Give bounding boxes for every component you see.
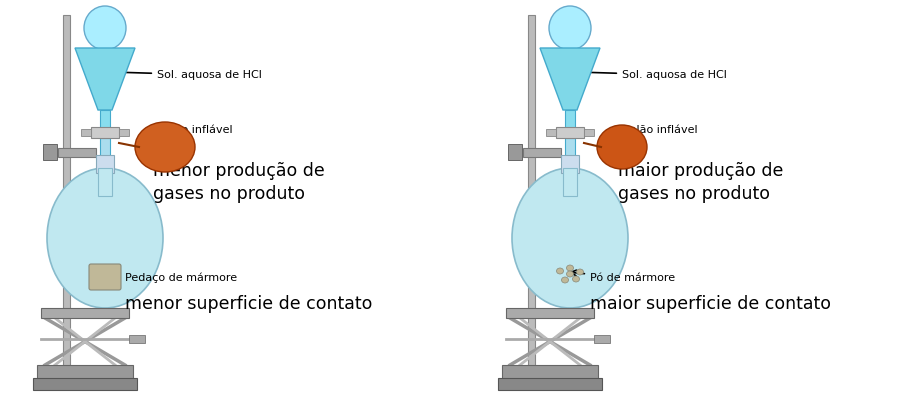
Ellipse shape — [562, 277, 568, 283]
Text: Balão inflável: Balão inflável — [603, 125, 698, 147]
FancyBboxPatch shape — [119, 129, 129, 136]
FancyBboxPatch shape — [129, 335, 145, 343]
FancyBboxPatch shape — [98, 168, 112, 196]
FancyBboxPatch shape — [63, 15, 70, 370]
FancyBboxPatch shape — [100, 110, 110, 132]
Text: menor produção de
gases no produto: menor produção de gases no produto — [153, 162, 325, 203]
FancyBboxPatch shape — [528, 15, 535, 370]
Ellipse shape — [135, 122, 195, 172]
FancyBboxPatch shape — [498, 378, 602, 390]
FancyBboxPatch shape — [502, 365, 598, 379]
FancyBboxPatch shape — [96, 155, 114, 173]
Ellipse shape — [573, 276, 579, 282]
FancyBboxPatch shape — [43, 144, 57, 160]
FancyBboxPatch shape — [33, 378, 137, 390]
FancyBboxPatch shape — [546, 129, 556, 136]
FancyBboxPatch shape — [508, 144, 522, 160]
Text: maior produção de
gases no produto: maior produção de gases no produto — [618, 162, 783, 203]
Text: maior superficie de contato: maior superficie de contato — [590, 295, 831, 313]
Ellipse shape — [566, 265, 574, 271]
Text: Pedaço de mármore: Pedaço de mármore — [106, 273, 237, 283]
FancyBboxPatch shape — [37, 365, 133, 379]
Text: Balão inflável: Balão inflável — [141, 125, 232, 147]
FancyBboxPatch shape — [563, 168, 577, 196]
FancyBboxPatch shape — [584, 129, 594, 136]
Text: Sol. aquosa de HCl: Sol. aquosa de HCl — [581, 70, 727, 80]
Ellipse shape — [597, 125, 647, 169]
Ellipse shape — [566, 271, 574, 277]
FancyBboxPatch shape — [561, 155, 579, 173]
Ellipse shape — [84, 6, 126, 50]
FancyBboxPatch shape — [41, 308, 129, 318]
Ellipse shape — [556, 268, 564, 274]
FancyBboxPatch shape — [100, 138, 110, 158]
Ellipse shape — [549, 6, 591, 50]
FancyBboxPatch shape — [58, 148, 96, 157]
FancyBboxPatch shape — [91, 127, 119, 138]
Text: menor superficie de contato: menor superficie de contato — [125, 295, 373, 313]
Text: Pó de mármore: Pó de mármore — [571, 270, 675, 283]
Polygon shape — [540, 48, 600, 110]
Text: Sol. aquosa de HCl: Sol. aquosa de HCl — [116, 70, 262, 80]
FancyBboxPatch shape — [565, 138, 575, 158]
FancyBboxPatch shape — [89, 264, 121, 290]
FancyBboxPatch shape — [565, 110, 575, 132]
FancyBboxPatch shape — [594, 335, 610, 343]
Ellipse shape — [577, 269, 584, 275]
FancyBboxPatch shape — [506, 308, 594, 318]
FancyBboxPatch shape — [81, 129, 91, 136]
FancyBboxPatch shape — [556, 127, 584, 138]
Polygon shape — [75, 48, 135, 110]
Ellipse shape — [47, 168, 163, 308]
Ellipse shape — [512, 168, 628, 308]
FancyBboxPatch shape — [523, 148, 561, 157]
